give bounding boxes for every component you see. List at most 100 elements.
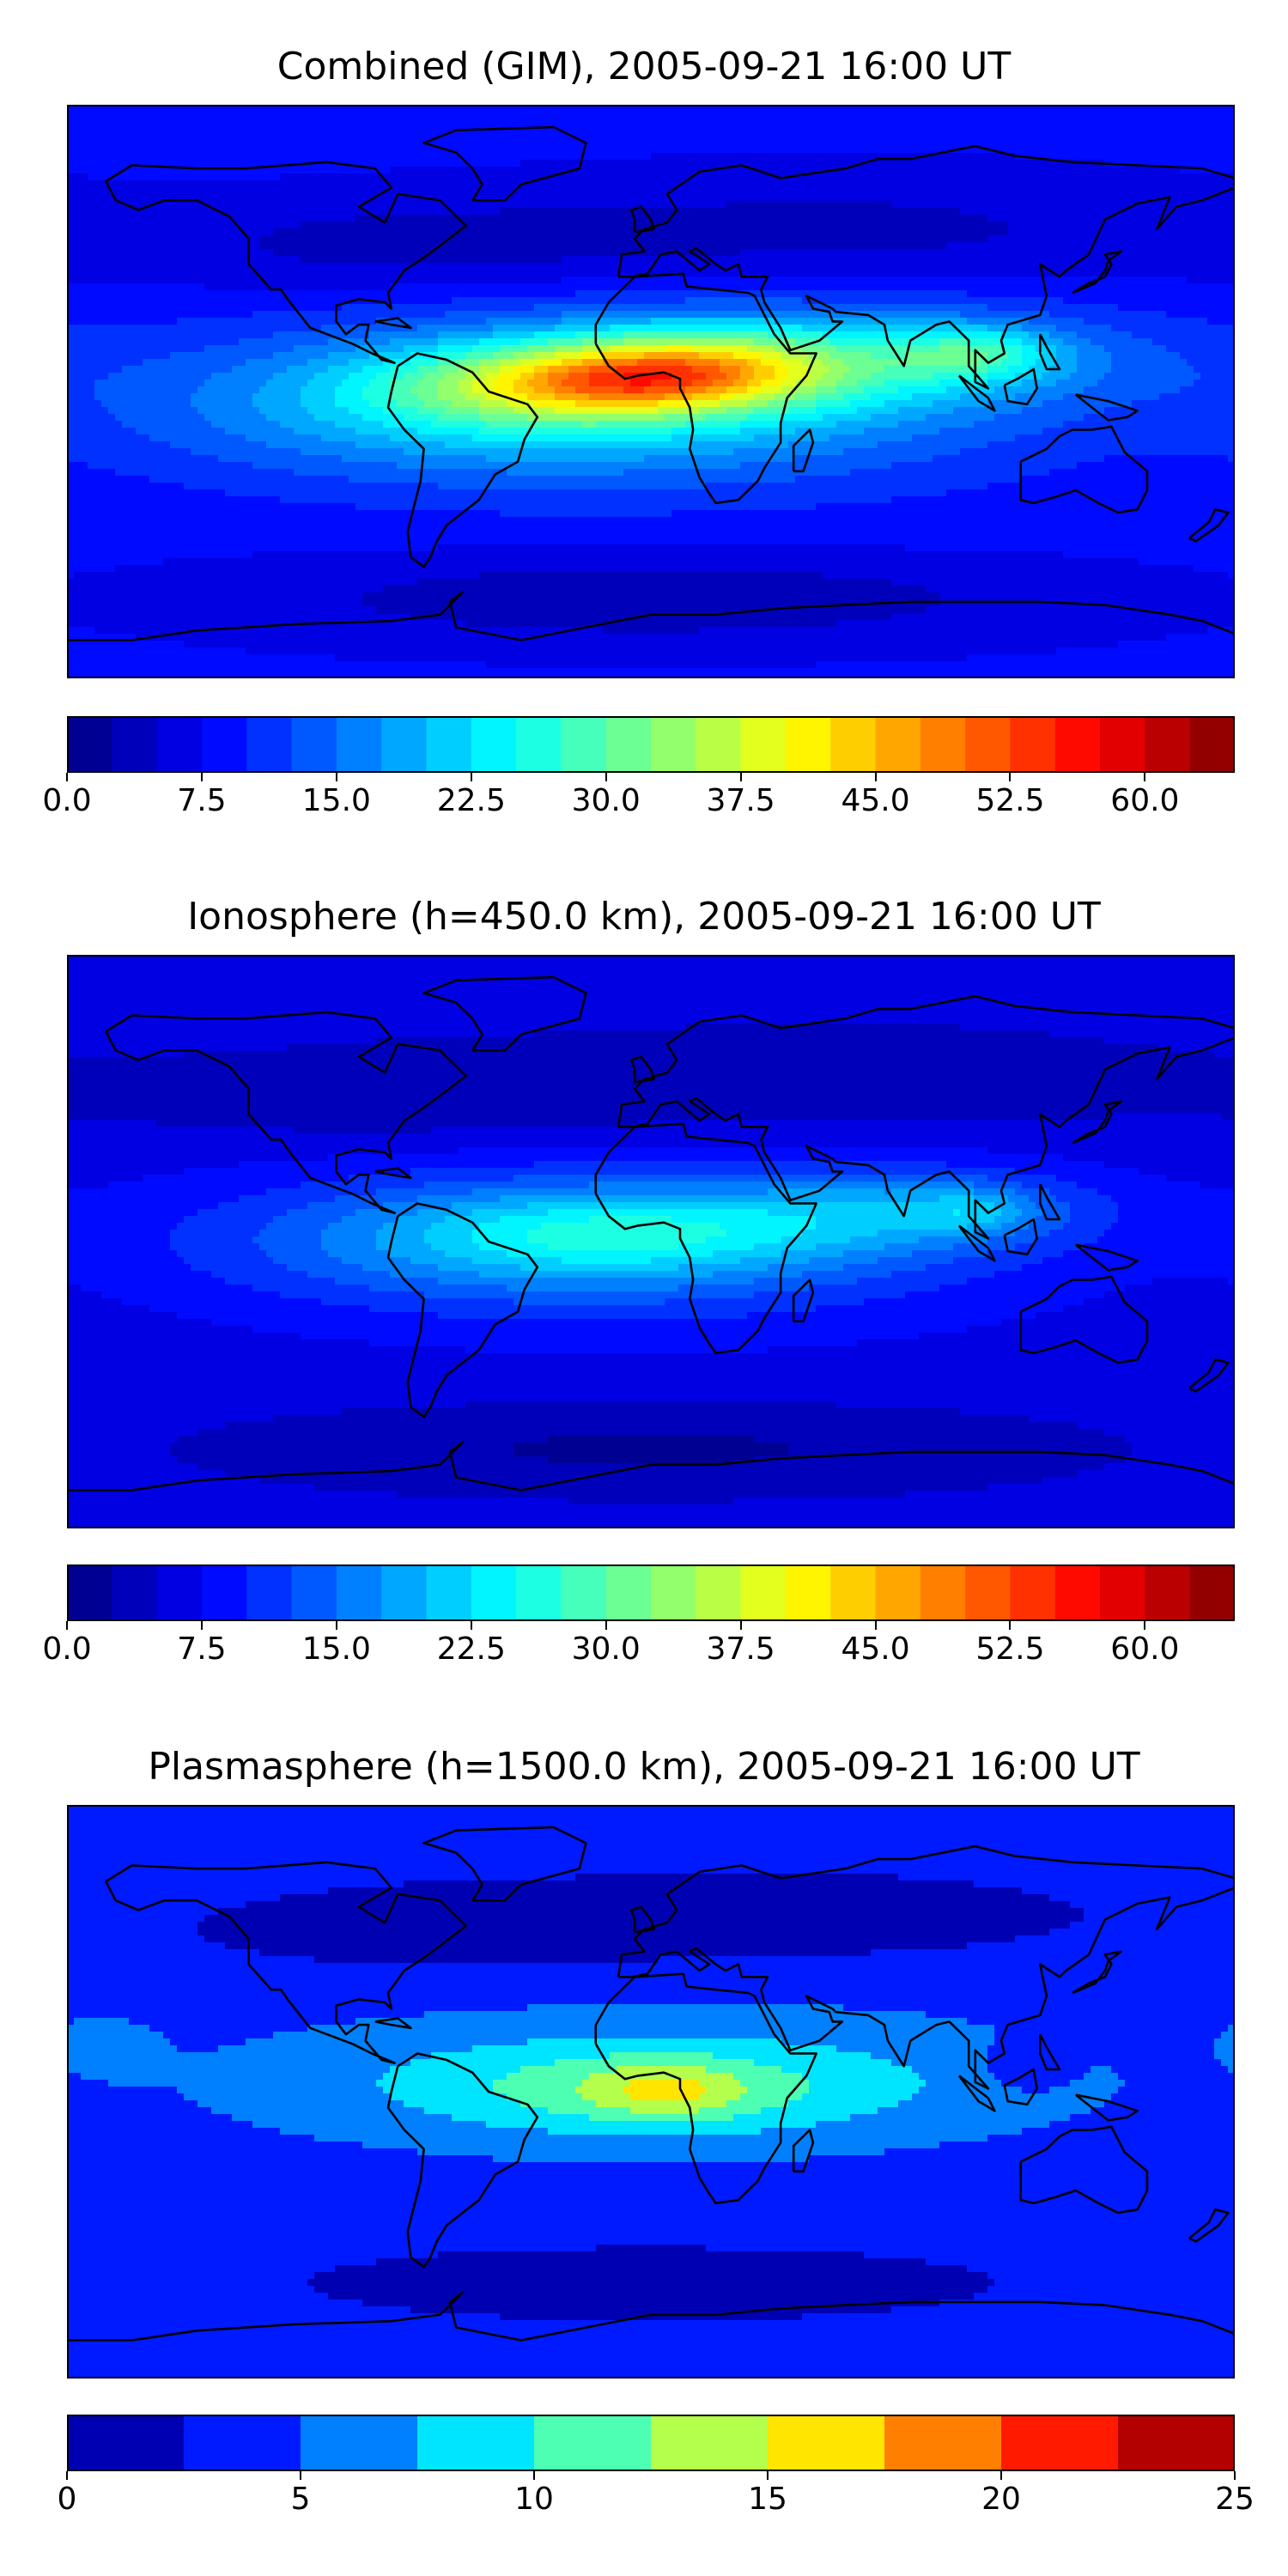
tec-cell [67, 160, 75, 167]
tec-cell [967, 297, 975, 305]
tec-cell [156, 304, 164, 312]
tec-cell [170, 297, 178, 305]
tec-cell [383, 153, 391, 161]
tec-cell [520, 194, 528, 202]
tec-cell [678, 208, 686, 216]
tec-cell [404, 201, 411, 209]
tec-cell [204, 290, 212, 298]
tec-cell [410, 242, 418, 250]
tec-cell [383, 194, 391, 202]
tec-cell [527, 215, 535, 222]
tec-cell [321, 146, 329, 154]
tec-cell [218, 270, 226, 277]
tec-cell [768, 105, 775, 112]
tec-cell [94, 276, 102, 284]
tec-cell [273, 105, 281, 112]
tec-cell [1214, 215, 1222, 222]
tec-cell [493, 263, 501, 270]
tec-cell [452, 153, 459, 161]
tec-cell [829, 173, 837, 181]
tec-cell [610, 139, 617, 147]
tec-cell [197, 112, 205, 119]
tec-cell [342, 201, 349, 209]
tec-cell [88, 222, 95, 229]
tec-cell [424, 139, 432, 147]
tec-cell [562, 160, 569, 167]
tec-cell [864, 132, 872, 140]
tec-cell [486, 276, 494, 284]
tec-cell [548, 160, 556, 167]
tec-cell [850, 146, 858, 154]
tec-cell [452, 228, 459, 236]
tec-cell [761, 290, 769, 298]
tec-cell [974, 201, 981, 209]
tec-cell [1084, 263, 1091, 270]
tec-cell [101, 249, 109, 257]
tec-cell [1104, 105, 1112, 112]
tec-cell [149, 125, 157, 133]
tec-cell [197, 222, 205, 229]
tec-cell [232, 125, 240, 133]
tec-cell [507, 105, 514, 112]
tec-cell [658, 228, 665, 236]
tec-cell [184, 112, 191, 119]
tec-cell [939, 283, 947, 291]
tec-cell [562, 173, 569, 181]
tec-cell [809, 208, 817, 216]
tec-cell [644, 180, 652, 188]
tec-cell [658, 215, 665, 222]
tec-cell [376, 167, 384, 174]
tec-cell [204, 167, 212, 174]
tec-cell [541, 222, 549, 229]
tec-cell [960, 201, 968, 209]
tec-cell [211, 167, 219, 174]
tec-cell [761, 180, 769, 188]
tec-cell [843, 215, 851, 222]
tec-cell [644, 290, 652, 298]
tec-cell [307, 167, 315, 174]
tec-cell [905, 105, 913, 112]
tec-cell [726, 132, 734, 140]
tec-cell [1200, 194, 1208, 202]
tec-cell [788, 228, 796, 236]
tec-cell [946, 105, 954, 112]
tec-cell [314, 105, 322, 112]
tec-cell [933, 235, 940, 243]
tec-cell [1097, 276, 1105, 284]
tec-cell [747, 153, 755, 161]
tec-cell [431, 105, 439, 112]
tec-cell [246, 139, 253, 147]
tec-cell [445, 112, 453, 119]
tec-cell [939, 167, 947, 174]
tec-cell [1111, 208, 1119, 216]
tec-cell [1063, 180, 1071, 188]
tec-cell [88, 125, 95, 133]
tec-cell [143, 256, 150, 264]
tec-cell [1187, 249, 1194, 257]
tec-cell [1036, 256, 1043, 264]
tec-cell [108, 125, 116, 133]
tec-cell [871, 235, 878, 243]
tec-cell [369, 187, 377, 195]
tec-cell [562, 242, 569, 250]
tec-cell [294, 139, 301, 147]
tec-cell [136, 125, 143, 133]
tec-cell [1207, 105, 1215, 112]
tec-cell [1015, 194, 1023, 202]
tec-cell [177, 263, 185, 270]
tec-cell [836, 242, 844, 250]
tec-cell [651, 201, 659, 209]
tec-cell [809, 173, 817, 181]
tec-cell [953, 208, 961, 216]
tec-cell [754, 160, 762, 167]
tec-cell [204, 242, 212, 250]
tec-cell [259, 180, 267, 188]
tec-cell [699, 132, 707, 140]
tec-cell [816, 153, 823, 161]
tec-cell [266, 187, 274, 195]
tec-cell [713, 256, 720, 264]
tec-cell [170, 180, 178, 188]
tec-cell [459, 139, 466, 147]
tec-cell [871, 215, 878, 222]
tec-cell [541, 263, 549, 270]
